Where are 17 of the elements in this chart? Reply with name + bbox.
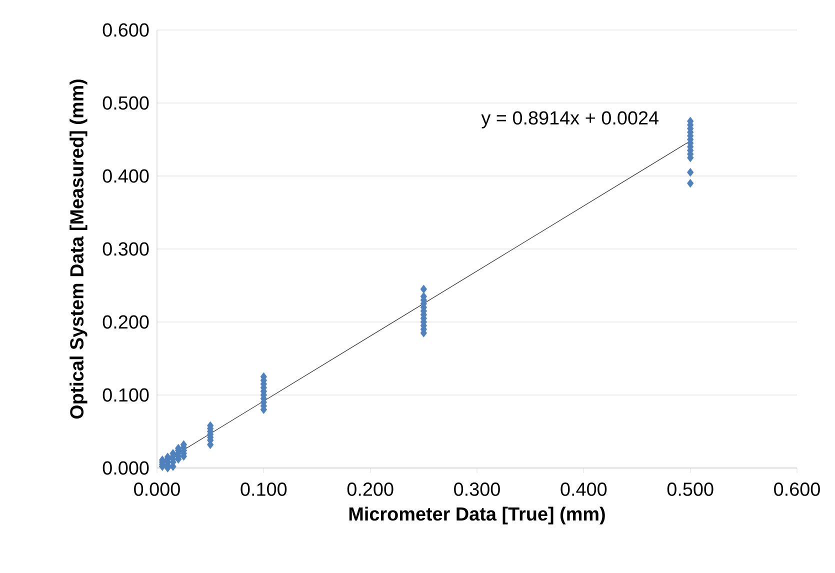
x-tick-label: 0.300 bbox=[454, 482, 500, 496]
y-axis-title: Optical System Data [Measured] (mm) bbox=[70, 80, 88, 419]
x-tick-label: 0.000 bbox=[134, 482, 180, 496]
x-tick-label: 0.100 bbox=[240, 482, 287, 496]
y-tick-label: 0.000 bbox=[102, 461, 149, 475]
x-tick-label: 0.600 bbox=[774, 482, 820, 496]
x-tick-label: 0.400 bbox=[560, 482, 607, 496]
y-tick-label: 0.200 bbox=[102, 315, 149, 329]
x-tick-label: 0.500 bbox=[667, 482, 714, 496]
annotation: y = 0.8914x + 0.0024 bbox=[481, 111, 658, 128]
y-tick-label: 0.100 bbox=[102, 388, 149, 402]
y-tick-label: 0.300 bbox=[102, 242, 149, 256]
x-axis-title: Micrometer Data [True] (mm) bbox=[349, 506, 605, 524]
x-tick-label: 0.200 bbox=[347, 482, 394, 496]
y-tick-label: 0.500 bbox=[102, 96, 149, 110]
y-tick-label: 0.600 bbox=[102, 23, 149, 37]
y-tick-label: 0.400 bbox=[102, 169, 149, 183]
